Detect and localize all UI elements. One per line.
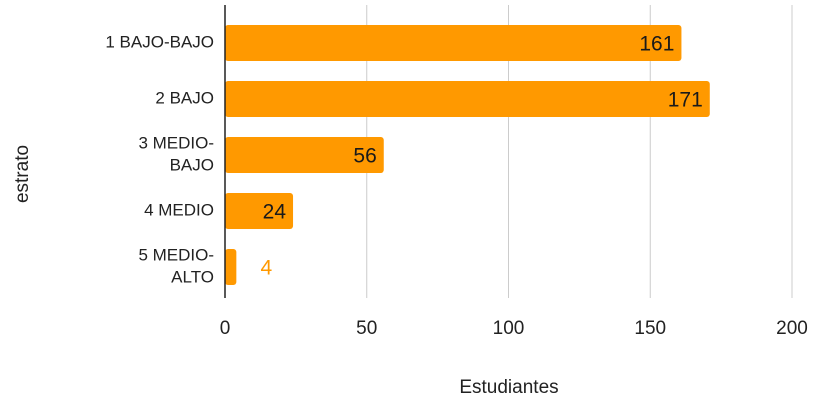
category-label: BAJO	[170, 155, 214, 174]
data-labels: 161 171 56 24 4	[260, 33, 702, 280]
bar	[225, 81, 710, 117]
y-axis-title: estrato	[12, 145, 33, 203]
x-tick-label: 0	[220, 318, 231, 339]
category-label: 4 MEDIO	[144, 200, 214, 219]
category-label: 3 MEDIO-	[138, 133, 214, 152]
data-label: 4	[260, 257, 272, 280]
x-tick-label: 200	[776, 318, 808, 339]
category-label: 1 BAJO-BAJO	[105, 32, 214, 51]
bar	[225, 137, 384, 173]
data-label: 24	[263, 201, 287, 224]
data-label: 56	[353, 145, 376, 168]
x-tick-label: 150	[634, 318, 666, 339]
x-tick-label: 50	[356, 318, 377, 339]
x-axis-title: Estudiantes	[459, 377, 558, 398]
data-label: 171	[668, 89, 703, 112]
bars	[225, 25, 710, 285]
bar	[225, 249, 237, 285]
category-label: 2 BAJO	[155, 88, 214, 107]
category-label: ALTO	[171, 267, 214, 286]
bar	[225, 25, 682, 61]
bar	[225, 193, 294, 229]
x-tick-labels: 0 50 100 150 200	[220, 318, 808, 339]
category-label: 5 MEDIO-	[138, 245, 214, 264]
category-labels: 1 BAJO-BAJO 2 BAJO 3 MEDIO- BAJO 4 MEDIO 5 ME…	[105, 32, 214, 286]
x-tick-label: 100	[493, 318, 525, 339]
data-label: 161	[639, 33, 674, 56]
